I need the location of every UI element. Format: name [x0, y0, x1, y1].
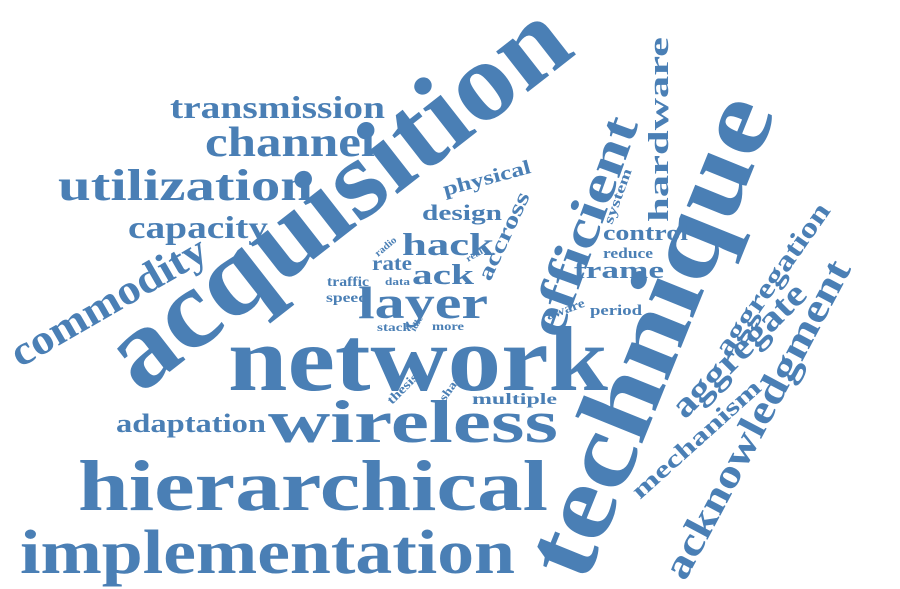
word-utilization: utilization: [58, 161, 313, 210]
word-hierarchical: hierarchical: [78, 446, 548, 526]
word-capacity: capacity: [128, 209, 268, 245]
word-design: design: [422, 200, 502, 225]
word-channel: channel: [205, 120, 375, 166]
word-period: period: [590, 303, 643, 319]
word-frame: frame: [574, 258, 664, 284]
word-rate: rate: [372, 253, 412, 275]
word-speed: speed: [326, 291, 368, 306]
word-reduce: reduce: [603, 246, 653, 262]
word-multiple: multiple: [472, 391, 557, 408]
word-traffic: traffic: [327, 275, 369, 290]
word-implementation: implementation: [20, 519, 515, 587]
word-layer: layer: [358, 277, 488, 328]
word-transmission: transmission: [170, 89, 385, 125]
word-data: data: [385, 277, 410, 288]
word-control: control: [603, 220, 688, 245]
word-hack: hack: [402, 226, 494, 262]
word-network: network: [228, 308, 609, 410]
word-hardware: hardware: [644, 37, 675, 222]
word-wireless: wireless: [268, 389, 558, 455]
word-adaptation: adaptation: [116, 409, 267, 438]
word-more: more: [432, 319, 465, 333]
word-stack: stack: [377, 320, 411, 334]
word-ack: ack: [412, 260, 475, 291]
